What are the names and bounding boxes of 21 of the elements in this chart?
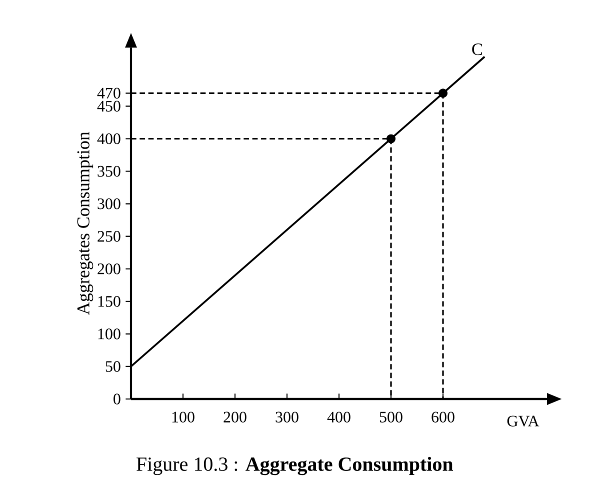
x-tick-label: 500 — [380, 412, 402, 422]
text: Figure 10.3 : Aggregate Consumption — [136, 456, 454, 476]
x-tick-label: 100 — [172, 412, 194, 422]
y-tick-label: 200 — [98, 263, 120, 274]
y-tick-label: 0 — [114, 394, 120, 404]
y-tick-label: 350 — [98, 166, 120, 177]
x-tick-label: 200 — [224, 412, 246, 422]
x-axis-title: GVA — [507, 416, 540, 427]
y-tick-label: 400 — [97, 133, 120, 144]
x-tick-label: 300 — [276, 412, 298, 422]
y-axis-title: Aggregates Consumption — [77, 132, 94, 315]
y-tick-label: 470 — [97, 88, 120, 99]
y-tick-label: 250 — [98, 230, 120, 242]
y-tick-label: 450 — [97, 100, 120, 112]
x-tick-label: 400 — [327, 412, 350, 422]
y-tick-label: 100 — [98, 328, 120, 340]
y-tick-label: 300 — [98, 198, 120, 210]
series-label: C — [472, 44, 482, 56]
x-tick-label: 600 — [432, 412, 454, 422]
y-tick-label: 50 — [106, 361, 120, 372]
y-tick-label: 150 — [98, 296, 120, 307]
